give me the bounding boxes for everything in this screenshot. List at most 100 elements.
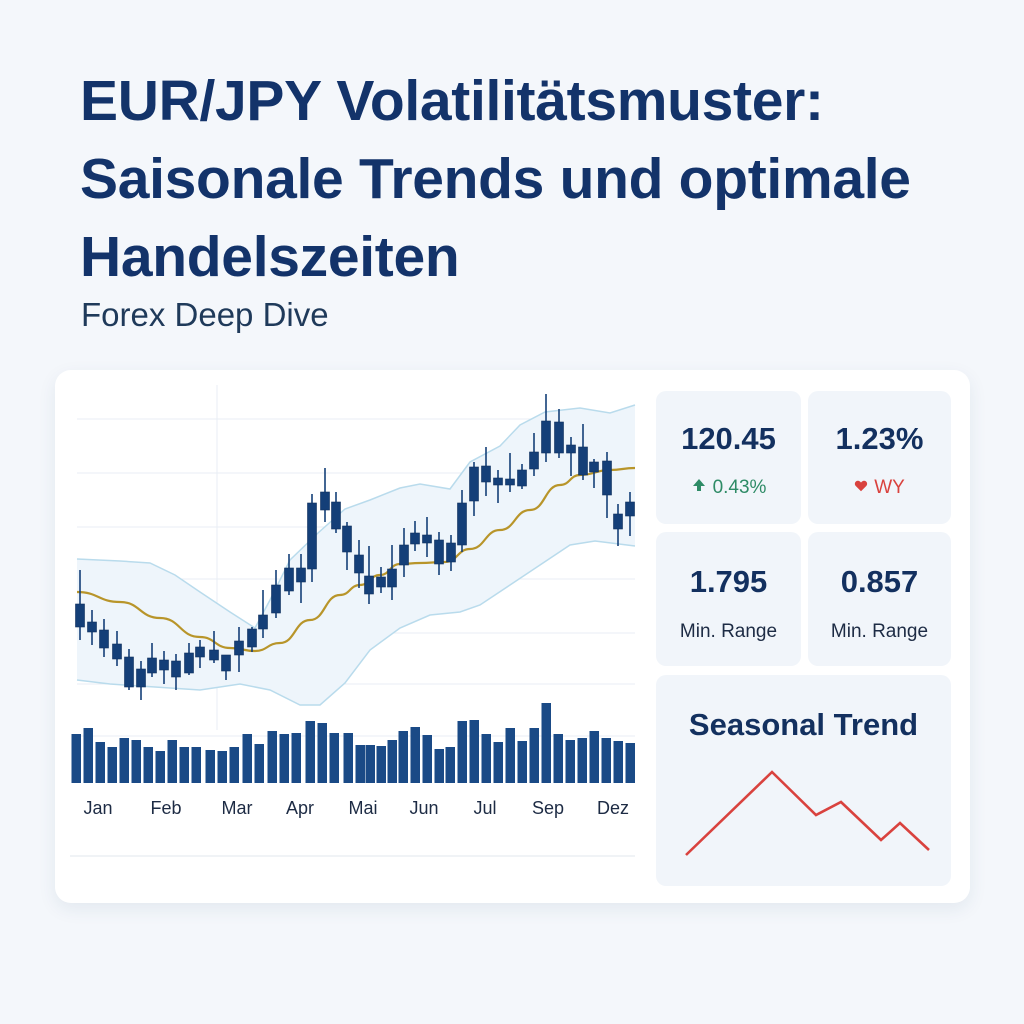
volume-bar — [445, 747, 455, 783]
candle-body — [434, 539, 444, 565]
month-label-dez: Dez — [596, 798, 630, 818]
bollinger-upper — [76, 404, 636, 630]
candle-body — [387, 568, 397, 588]
volume-bar — [167, 740, 177, 783]
stat-tile-range-2: 0.857 Min. Range — [808, 532, 951, 666]
candle-body — [602, 460, 612, 496]
volume-bar — [317, 723, 327, 783]
price-value: 120.45 — [681, 421, 776, 456]
candle-body — [625, 501, 635, 517]
candle-body — [112, 643, 122, 660]
stat-tile-price: 120.45 0.43% — [656, 391, 801, 524]
candle-body — [99, 629, 109, 649]
dashboard-card: Jan Feb Mar Apr Mai Jun Jul Sep Dez 120.45 0.43%… — [55, 370, 970, 903]
stat-tile-volatility: 1.23% WY — [808, 391, 951, 524]
candle-body — [258, 614, 268, 630]
month-label-feb: Feb — [150, 798, 182, 818]
arrow-up-icon — [691, 477, 707, 499]
candle-body — [171, 660, 181, 678]
candle-body — [613, 513, 623, 530]
candle-body — [505, 478, 515, 486]
volume-bar — [205, 750, 215, 783]
candlestick-chart[interactable] — [55, 370, 655, 903]
page-title: EUR/JPY Volatilitätsmuster: Saisonale Tr… — [80, 69, 911, 289]
candle-body — [422, 534, 432, 544]
candle-body — [578, 446, 588, 476]
volume-bar — [279, 734, 289, 783]
month-label-sep: Sep — [531, 798, 565, 818]
trend-line — [685, 770, 930, 856]
candle-body — [159, 659, 169, 671]
candle-body — [364, 575, 374, 595]
volume-bar — [481, 734, 491, 783]
candle-body — [87, 621, 97, 633]
volume-bar — [398, 731, 408, 783]
candle-body — [75, 603, 85, 628]
volume-bar — [625, 743, 635, 783]
candle-body — [136, 668, 146, 688]
volume-bar — [343, 733, 353, 783]
month-label-jan: Jan — [83, 798, 113, 818]
volume-bar — [493, 742, 503, 783]
volume-bar — [305, 721, 315, 783]
candle-body — [184, 652, 194, 674]
candle-body — [399, 544, 409, 566]
volume-bar — [229, 747, 239, 783]
volume-bar — [434, 749, 444, 783]
seasonal-trend-sparkline — [685, 770, 930, 856]
candle-body — [469, 466, 479, 502]
month-label-jul: Jul — [473, 798, 497, 818]
volatility-value: 1.23% — [835, 421, 924, 456]
volume-bar — [553, 734, 563, 783]
volume-bar — [577, 738, 587, 783]
month-label-mar: Mar — [221, 798, 253, 818]
candle-body — [209, 649, 219, 661]
candle-body — [457, 502, 467, 546]
candle-body — [446, 542, 456, 563]
heart-icon — [854, 477, 868, 499]
candle-body — [493, 477, 503, 486]
candle-body — [320, 491, 330, 511]
price-change: 0.43% — [656, 477, 801, 499]
candle-body — [307, 502, 317, 570]
candle-body — [354, 554, 364, 574]
volume-bar — [410, 727, 420, 783]
candle-body — [589, 461, 599, 473]
candle-body — [124, 656, 134, 688]
volume-bar — [376, 746, 386, 783]
volume-bar — [267, 731, 277, 783]
volume-bar — [143, 747, 153, 783]
month-label-jun: Jun — [409, 798, 439, 818]
volume-bar — [83, 728, 93, 783]
volume-bar — [155, 751, 165, 783]
volume-bar — [589, 731, 599, 783]
candle-body — [481, 465, 491, 483]
month-label-mai: Mai — [348, 798, 378, 818]
range-label-2: Min. Range — [830, 621, 929, 642]
volume-bar — [107, 747, 117, 783]
moving-average-line — [76, 466, 636, 653]
volume-bar — [529, 728, 539, 783]
candle-body — [376, 576, 386, 588]
volume-bar — [505, 728, 515, 783]
volume-bar — [387, 740, 397, 783]
volume-bar — [355, 745, 365, 783]
volume-bar — [217, 751, 227, 783]
volume-bar — [131, 740, 141, 783]
candle-body — [410, 532, 420, 545]
volume-bar — [517, 741, 527, 783]
candle-body — [517, 469, 527, 487]
volatility-sub: WY — [808, 477, 951, 499]
volume-bar — [95, 742, 105, 783]
stat-tile-range-1: 1.795 Min. Range — [656, 532, 801, 666]
volume-bar — [242, 734, 252, 783]
candle-body — [342, 525, 352, 553]
candle-body — [566, 444, 576, 454]
candle-body — [234, 640, 244, 656]
volume-bar — [457, 721, 467, 783]
volume-bar — [179, 747, 189, 783]
volume-bar — [601, 738, 611, 783]
candle-body — [147, 657, 157, 674]
volume-bar — [469, 720, 479, 783]
range-label-1: Min. Range — [679, 621, 778, 642]
